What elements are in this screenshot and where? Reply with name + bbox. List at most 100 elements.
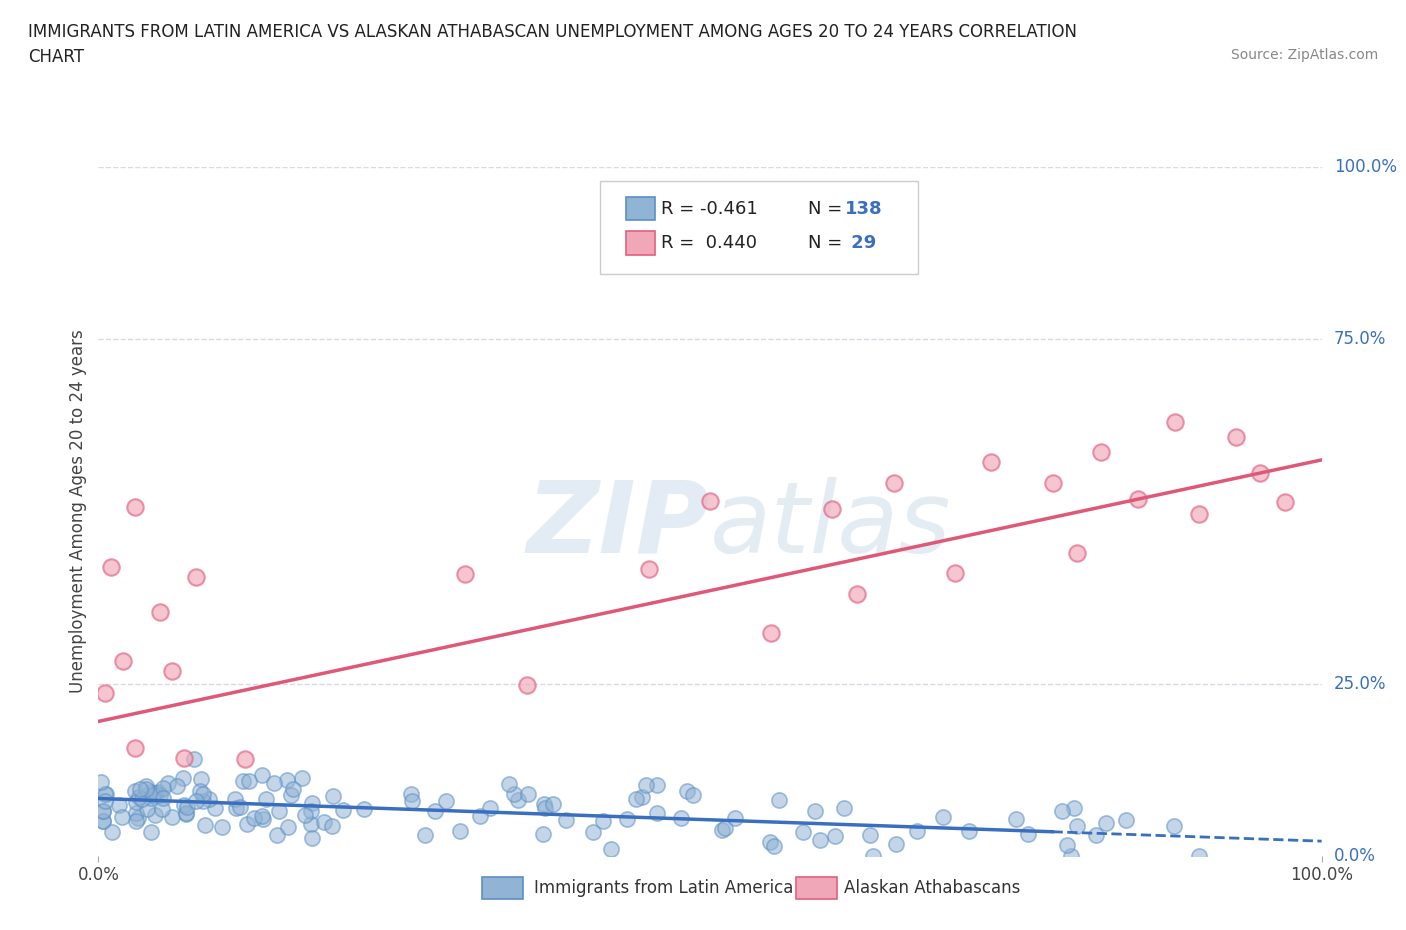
- Point: [186, 569, 208, 584]
- Text: Immigrants from Latin America: Immigrants from Latin America: [534, 879, 793, 897]
- Point: [645, 805, 668, 820]
- Point: [139, 790, 162, 805]
- Point: [238, 774, 260, 789]
- Point: [845, 586, 868, 601]
- Point: [157, 775, 180, 790]
- Point: [173, 797, 195, 812]
- Point: [980, 454, 1002, 469]
- Point: [301, 830, 323, 845]
- Point: [768, 793, 790, 808]
- Point: [425, 804, 447, 818]
- FancyBboxPatch shape: [626, 197, 655, 220]
- Point: [353, 802, 375, 817]
- Point: [135, 779, 157, 794]
- Point: [150, 802, 173, 817]
- Point: [107, 798, 129, 813]
- Point: [541, 796, 564, 811]
- Point: [94, 793, 117, 808]
- Point: [582, 825, 605, 840]
- Point: [1066, 546, 1088, 561]
- FancyBboxPatch shape: [600, 181, 918, 274]
- Point: [713, 821, 735, 836]
- Point: [832, 801, 855, 816]
- Point: [91, 804, 114, 819]
- Point: [190, 772, 212, 787]
- Point: [301, 804, 323, 819]
- Point: [250, 809, 273, 824]
- Point: [533, 797, 555, 812]
- Point: [669, 811, 692, 826]
- Point: [198, 791, 221, 806]
- Point: [1163, 819, 1185, 834]
- Point: [883, 475, 905, 490]
- Point: [174, 807, 197, 822]
- Point: [131, 791, 153, 806]
- Point: [699, 494, 721, 509]
- Text: ZIP: ZIP: [527, 477, 710, 574]
- Point: [101, 825, 124, 840]
- Point: [434, 793, 457, 808]
- Point: [1004, 812, 1026, 827]
- Point: [135, 781, 157, 796]
- Point: [233, 751, 256, 766]
- Text: N =: N =: [808, 234, 848, 252]
- Point: [91, 804, 114, 818]
- Point: [415, 828, 437, 843]
- Point: [232, 774, 254, 789]
- Point: [449, 823, 471, 838]
- Point: [172, 771, 194, 786]
- FancyBboxPatch shape: [626, 232, 655, 255]
- Point: [821, 502, 844, 517]
- Text: 75.0%: 75.0%: [1334, 330, 1386, 349]
- Point: [943, 565, 966, 580]
- Point: [533, 826, 555, 841]
- Point: [143, 808, 166, 823]
- Point: [191, 787, 214, 802]
- Point: [166, 778, 188, 793]
- Text: Source: ZipAtlas.com: Source: ZipAtlas.com: [1230, 48, 1378, 62]
- Point: [90, 775, 112, 790]
- Point: [682, 788, 704, 803]
- Point: [1187, 848, 1209, 863]
- Point: [204, 801, 226, 816]
- Point: [1225, 430, 1247, 445]
- Point: [152, 790, 174, 805]
- Point: [792, 824, 814, 839]
- Point: [470, 808, 492, 823]
- Point: [224, 791, 246, 806]
- Point: [1249, 466, 1271, 481]
- Point: [93, 685, 115, 700]
- Point: [191, 794, 214, 809]
- Text: R = -0.461: R = -0.461: [661, 200, 758, 218]
- Point: [1066, 818, 1088, 833]
- Text: N =: N =: [808, 200, 848, 218]
- Point: [724, 810, 747, 825]
- Text: 138: 138: [845, 200, 882, 218]
- Point: [1188, 506, 1211, 521]
- Point: [1115, 813, 1137, 828]
- Point: [142, 788, 165, 803]
- Point: [211, 819, 233, 834]
- Point: [1090, 445, 1112, 459]
- Point: [905, 824, 928, 839]
- Point: [254, 791, 277, 806]
- Point: [291, 771, 314, 786]
- Point: [1042, 475, 1064, 490]
- Point: [294, 807, 316, 822]
- Point: [884, 837, 907, 852]
- Point: [758, 835, 780, 850]
- Point: [139, 784, 162, 799]
- Point: [176, 805, 198, 820]
- Point: [124, 794, 146, 809]
- Point: [312, 815, 335, 830]
- Point: [125, 805, 148, 820]
- Point: [1085, 827, 1108, 842]
- Point: [269, 804, 291, 818]
- Point: [957, 824, 980, 839]
- Text: R =  0.440: R = 0.440: [661, 234, 756, 252]
- Point: [616, 812, 638, 827]
- Point: [710, 822, 733, 837]
- Point: [91, 814, 114, 829]
- Text: 29: 29: [845, 234, 876, 252]
- Point: [761, 625, 783, 640]
